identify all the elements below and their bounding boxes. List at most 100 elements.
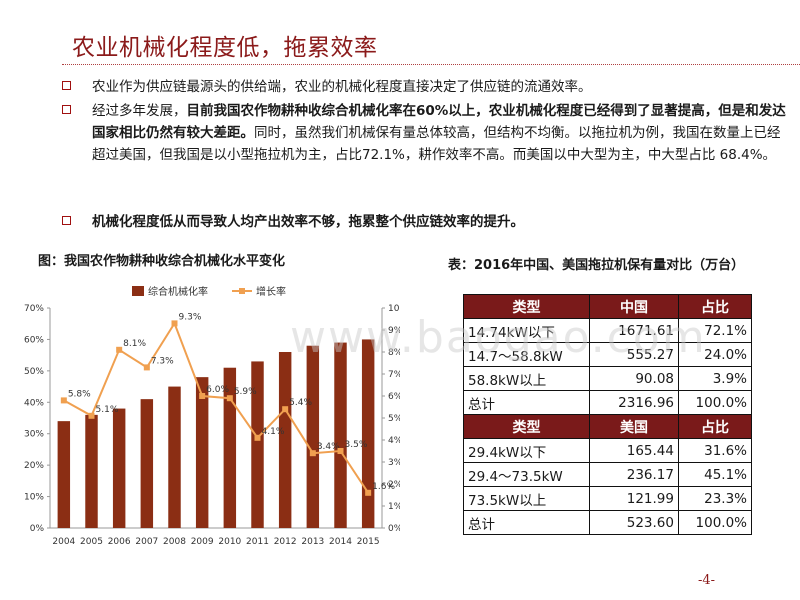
header-cell: 类型 bbox=[463, 414, 590, 439]
growth-rate-point bbox=[199, 393, 206, 399]
growth-rate-label: 3.5% bbox=[345, 440, 368, 450]
bullet-2-part: 同时，虽然我们机械保有量总体较高，但结构不均衡。以拖拉机为例，我国在数量上已经超… bbox=[92, 125, 781, 163]
left-tick-label: 70% bbox=[24, 304, 44, 314]
table-row: 58.8kW以上 90.08 3.9% bbox=[463, 366, 752, 391]
growth-rate-point bbox=[171, 320, 178, 327]
growth-rate-point bbox=[254, 434, 261, 441]
growth-rate-point bbox=[60, 397, 67, 404]
bullet-2-bold-part: 目前我国农作物耕种收综合机械化率在60%以上，农业机械化程度已经得到了显著提高，… bbox=[92, 103, 786, 141]
growth-rate-point bbox=[226, 395, 233, 402]
bar-mechanization-rate bbox=[334, 342, 347, 528]
table-row: 14.74kW以下 1671.61 72.1% bbox=[463, 318, 752, 343]
x-tick-label: 2015 bbox=[357, 537, 380, 547]
bullet-2-text: 经过多年发展，目前我国农作物耕种收综合机械化率在60%以上，农业机械化程度已经得… bbox=[92, 100, 787, 166]
bar-mechanization-rate bbox=[223, 367, 237, 528]
table-cell: 14.74kW以下 bbox=[463, 318, 590, 343]
table-cell: 24.0% bbox=[678, 342, 752, 367]
bar-mechanization-rate bbox=[112, 408, 126, 528]
x-tick-label: 2009 bbox=[191, 537, 214, 547]
header-cell: 类型 bbox=[463, 294, 590, 319]
table-row: 73.5kW以上 121.99 23.3% bbox=[463, 486, 752, 511]
right-tick-label: 2% bbox=[388, 480, 400, 490]
page-number: -4- bbox=[698, 573, 716, 588]
table-row: 29.4～73.5kW 236.17 45.1% bbox=[463, 462, 752, 487]
growth-rate-point bbox=[282, 406, 289, 413]
growth-rate-point bbox=[337, 448, 344, 454]
table-cell: 236.17 bbox=[589, 462, 679, 487]
table-cell: 3.9% bbox=[678, 366, 752, 391]
left-tick-label: 60% bbox=[24, 335, 44, 345]
x-tick-label: 2007 bbox=[135, 537, 158, 547]
bar-mechanization-rate bbox=[195, 377, 209, 528]
table-cell: 58.8kW以上 bbox=[463, 366, 590, 391]
table-cell: 2316.96 bbox=[589, 390, 679, 415]
figure-caption: 图：我国农作物耕种收综合机械化水平变化 bbox=[38, 254, 286, 269]
right-tick-label: 1% bbox=[388, 502, 400, 512]
tractor-comparison-table: 类型 中国 占比 14.74kW以下 1671.61 72.1% 14.7～58.8… bbox=[463, 294, 752, 535]
title-divider bbox=[62, 64, 800, 65]
right-tick-label: 3% bbox=[388, 458, 400, 468]
table-cell: 31.6% bbox=[678, 438, 752, 463]
right-tick-label: 0% bbox=[388, 524, 400, 534]
right-tick-label: 6% bbox=[388, 392, 400, 402]
bullet-3-text: 机械化程度低从而导致人均产出效率不够，拖累整个供应链效率的提升。 bbox=[92, 211, 792, 233]
bullet-3-part: 机械化程度低从而导致人均产出效率不够，拖累整个供应链效率的提升。 bbox=[92, 214, 524, 230]
x-tick-label: 2013 bbox=[301, 537, 324, 547]
left-tick-label: 20% bbox=[24, 461, 44, 471]
legend-line-label: 增长率 bbox=[256, 285, 286, 298]
table-cell: 523.60 bbox=[589, 510, 679, 535]
x-tick-label: 2011 bbox=[246, 537, 269, 547]
table-cell: 121.99 bbox=[589, 486, 679, 511]
mechanization-chart: 0% 10% 20% 30% 40% 50% 60% 70% 0% 1% 2% 3% 4% 5% 6% 7% 8… bbox=[24, 285, 400, 547]
bullet-1-part: 农业作为供应链最源头的供给端，农业的机械化程度直接决定了供应链的流通效率。 bbox=[92, 79, 592, 95]
right-tick-label: 5% bbox=[388, 414, 400, 424]
growth-rate-line bbox=[63, 321, 370, 494]
table-caption: 表：2016年中国、美国拖拉机保有量对比（万台） bbox=[448, 258, 745, 273]
legend-bar-label: 综合机械化率 bbox=[148, 285, 208, 298]
growth-rate-point bbox=[143, 364, 150, 371]
left-tick-label: 40% bbox=[24, 398, 44, 408]
checkbox-bullet-icon bbox=[62, 81, 71, 90]
bar-mechanization-rate bbox=[168, 386, 181, 528]
x-tick-label: 2012 bbox=[274, 537, 297, 547]
table-cell: 100.0% bbox=[678, 390, 752, 415]
table-cell: 29.4～73.5kW bbox=[463, 462, 590, 487]
table-cell: 165.44 bbox=[589, 438, 679, 463]
x-tick-label: 2010 bbox=[218, 537, 241, 547]
table-cell: 29.4kW以下 bbox=[463, 438, 590, 463]
bullet-1-text: 农业作为供应链最源头的供给端，农业的机械化程度直接决定了供应链的流通效率。 bbox=[92, 76, 792, 98]
x-tick-label: 2004 bbox=[52, 537, 75, 547]
table-cell: 45.1% bbox=[678, 462, 752, 487]
growth-rate-label: 5.9% bbox=[234, 387, 257, 397]
x-tick-label: 2008 bbox=[163, 537, 186, 547]
legend-line-marker bbox=[239, 288, 245, 294]
header-cell: 占比 bbox=[678, 414, 752, 439]
table-cell: 总计 bbox=[463, 510, 590, 535]
bar-mechanization-rate bbox=[361, 339, 375, 528]
table-row: 29.4kW以下 165.44 31.6% bbox=[463, 438, 752, 463]
bar-mechanization-rate bbox=[57, 421, 71, 528]
growth-rate-label: 5.8% bbox=[68, 389, 91, 399]
x-tick-label: 2014 bbox=[329, 537, 352, 547]
growth-rate-label: 1.6% bbox=[372, 482, 395, 492]
left-tick-label: 0% bbox=[30, 524, 45, 534]
left-tick-label: 50% bbox=[24, 367, 44, 377]
growth-rate-label: 5.4% bbox=[289, 398, 312, 408]
left-tick-label: 30% bbox=[24, 430, 44, 440]
growth-rate-label: 4.1% bbox=[262, 427, 285, 437]
growth-rate-label: 6.0% bbox=[206, 385, 229, 395]
growth-rate-point bbox=[365, 489, 372, 496]
right-tick-label: 8% bbox=[388, 348, 400, 358]
checkbox-bullet-icon bbox=[62, 105, 71, 114]
table-cell: 23.3% bbox=[678, 486, 752, 511]
table-cell: 72.1% bbox=[678, 318, 752, 343]
table-cell: 90.08 bbox=[589, 366, 679, 391]
right-tick-label: 9% bbox=[388, 326, 400, 336]
x-tick-label: 2005 bbox=[80, 537, 103, 547]
table-row: 总计 2316.96 100.0% bbox=[463, 390, 752, 415]
table-cell: 总计 bbox=[463, 390, 590, 415]
bar-mechanization-rate bbox=[140, 399, 154, 528]
table-cell: 73.5kW以上 bbox=[463, 486, 590, 511]
growth-rate-label: 3.4% bbox=[317, 442, 340, 452]
x-tick-label: 2006 bbox=[108, 537, 131, 547]
